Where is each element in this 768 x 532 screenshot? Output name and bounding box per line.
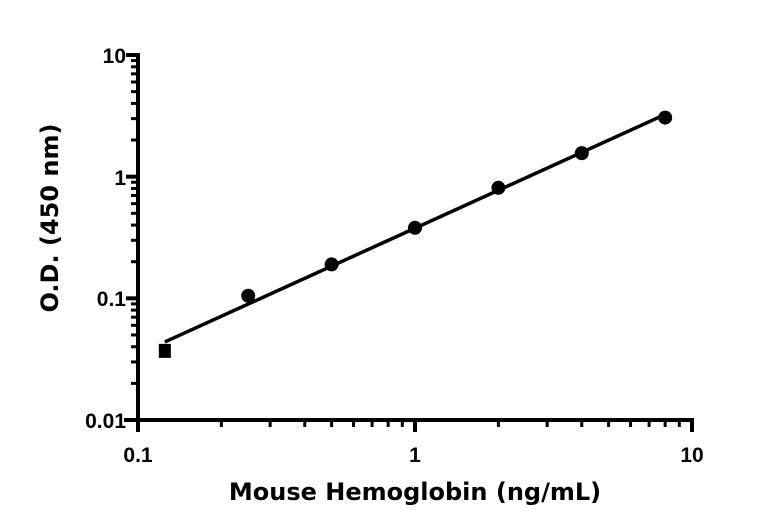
data-point <box>324 257 339 272</box>
y-tick-label-10: 10 <box>103 45 126 68</box>
y-axis <box>126 53 140 422</box>
y-tick-label-1: 1 <box>114 167 126 190</box>
x-tick-label-0.1: 0.1 <box>123 444 153 467</box>
data-point <box>658 110 673 125</box>
data-point-with-error-bar <box>158 344 171 357</box>
data-point <box>574 146 589 161</box>
x-axis <box>124 418 694 432</box>
x-tick-label-10: 10 <box>680 444 703 467</box>
y-tick-label-0.1: 0.1 <box>97 288 127 311</box>
data-points <box>158 110 673 358</box>
data-point <box>241 288 256 303</box>
data-point <box>408 220 422 235</box>
x-axis-title: Mouse Hemoglobin (ng/mL) <box>229 478 601 506</box>
y-tick-label-0.01: 0.01 <box>85 410 126 433</box>
data-point <box>491 180 506 195</box>
y-axis-title: O.D. (450 nm) <box>36 124 64 313</box>
x-tick-label-1: 1 <box>409 444 421 467</box>
